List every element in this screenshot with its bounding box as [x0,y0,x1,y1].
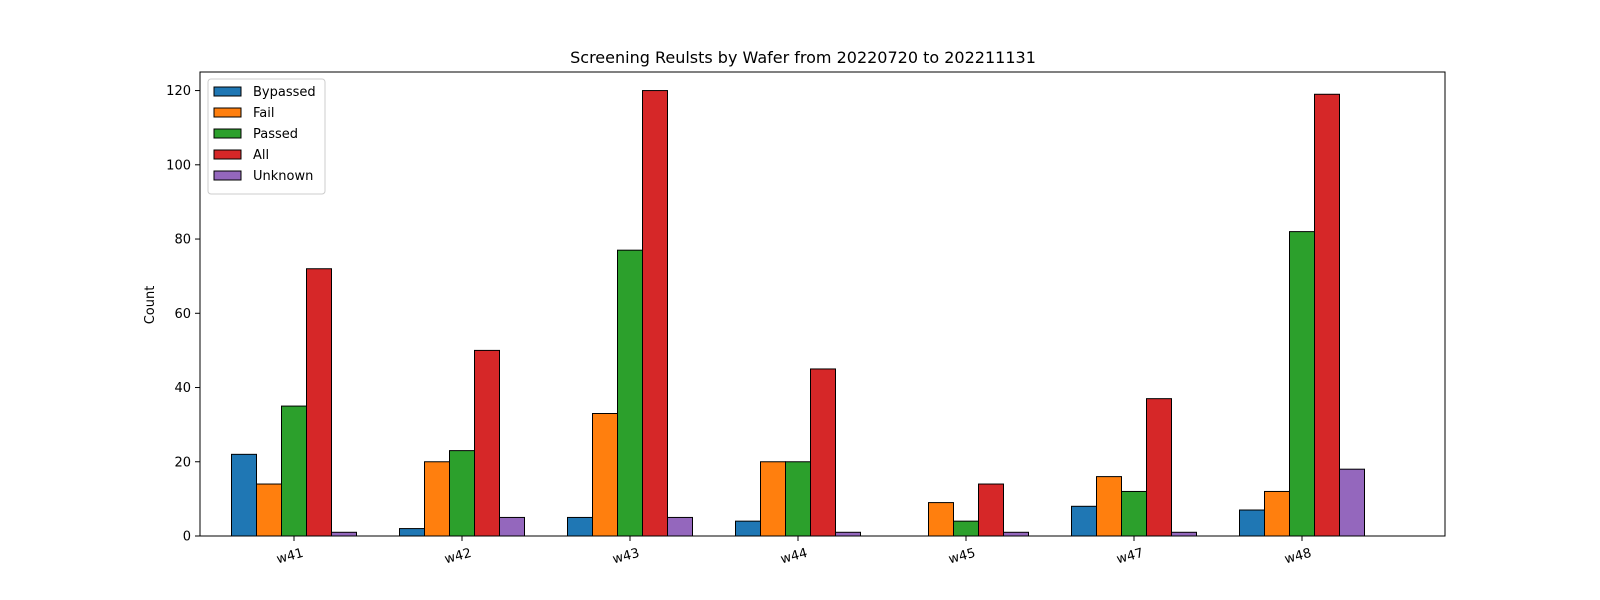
bar-fail-w47 [1096,476,1122,537]
y-axis-label: Count [143,286,158,325]
bar-unknown-w44 [835,531,861,537]
bar-fail-w44 [760,461,786,537]
bar-all-w42 [474,349,500,537]
bar-all-w44 [810,368,836,537]
bar-fail-w45 [928,502,954,537]
bar-unknown-w41 [331,531,357,537]
bar-passed-w42 [449,450,475,537]
bar-fail-w43 [592,413,618,537]
legend-label-passed: Passed [253,127,298,142]
bar-passed-w44 [785,461,811,537]
x-tick-label-w47: w47 [1115,546,1145,568]
bar-bypassed-w42 [399,528,425,537]
bar-passed-w41 [281,405,307,537]
y-tick-label: 20 [174,455,191,470]
legend-label-unknown: Unknown [253,169,313,184]
axes-group: 0 20 40 60 80 100 120 w41 w42 w43 w44 w45 w47 w48 [166,71,1446,568]
legend-label-all: All [253,148,269,163]
bar-fail-w42 [424,461,450,537]
bar-all-w43 [642,90,668,537]
y-tick-label: 60 [174,307,191,322]
y-tick-label: 40 [174,381,191,396]
bar-all-w41 [306,268,332,537]
bar-passed-w48 [1289,231,1315,537]
bars-group [231,90,1365,537]
legend-label-bypassed: Bypassed [253,85,316,100]
plot-frame [199,71,1446,537]
bar-all-w47 [1146,398,1172,537]
bar-unknown-w47 [1171,531,1197,537]
bar-fail-w48 [1264,490,1290,537]
y-tick-label: 120 [166,84,191,99]
bar-passed-w47 [1121,490,1147,537]
bar-bypassed-w44 [735,520,761,537]
bar-passed-w45 [953,520,979,537]
y-tick-label: 100 [166,158,191,173]
bar-bypassed-w47 [1071,505,1097,537]
bar-unknown-w48 [1339,468,1365,537]
legend-swatch-bypassed [213,86,242,97]
y-tick-label: 80 [174,233,191,248]
x-tick-label-w45: w45 [947,546,977,568]
x-tick-label-w41: w41 [275,546,305,568]
bar-passed-w43 [617,249,643,537]
y-tick-label: 0 [183,530,191,545]
x-tick-label-w48: w48 [1283,546,1313,568]
x-tick-label-w43: w43 [611,546,641,568]
bar-fail-w41 [256,483,282,537]
bar-all-w45 [978,483,1004,537]
bar-unknown-w45 [1003,531,1029,537]
bar-bypassed-w41 [231,453,257,537]
legend-swatch-passed [213,128,242,139]
legend: Bypassed Fail Passed All Unknown [207,78,326,195]
legend-swatch-fail [213,107,242,118]
legend-swatch-unknown [213,170,242,181]
chart-title: Screening Reulsts by Wafer from 20220720… [570,48,1036,67]
bar-unknown-w42 [499,516,525,537]
x-tick-label-w42: w42 [443,546,473,568]
bar-all-w48 [1314,93,1340,537]
x-tick-label-w44: w44 [779,546,809,568]
bar-bypassed-w48 [1239,509,1265,537]
bar-bypassed-w43 [567,516,593,537]
legend-label-fail: Fail [253,106,274,121]
bar-unknown-w43 [667,516,693,537]
legend-swatch-all [213,149,242,160]
